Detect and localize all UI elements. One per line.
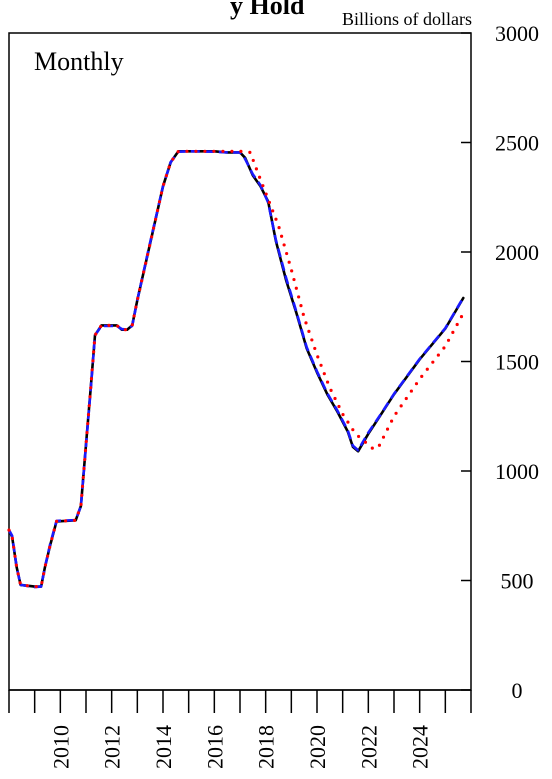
y-axis-unit-label: Billions of dollars — [342, 9, 472, 29]
x-tick-label: 2020 — [305, 725, 330, 769]
y-tick-label: 1500 — [495, 350, 539, 375]
y-tick-label: 2500 — [495, 131, 539, 156]
plot-frame — [8, 32, 472, 691]
y-tick-label: 0 — [512, 678, 523, 703]
x-tick-label: 2012 — [100, 725, 125, 769]
y-tick-label: 500 — [501, 569, 534, 594]
x-tick-label: 2014 — [151, 725, 176, 769]
x-tick-label: 2022 — [356, 725, 381, 769]
x-tick-label: 2024 — [408, 725, 433, 769]
y-tick-label: 2000 — [495, 240, 539, 265]
series-line-solid — [7, 150, 465, 588]
y-tick-label: 3000 — [495, 21, 539, 46]
y-axis-ticks: 0 500 1000 1500 2000 2500 3000 — [461, 21, 539, 703]
series-line-dashed — [7, 150, 465, 589]
y-tick-label: 1000 — [495, 459, 539, 484]
x-tick-label: 2010 — [48, 725, 73, 769]
x-tick-label: 2018 — [254, 725, 279, 769]
series-line-dotted — [7, 149, 465, 589]
chart-title: y Hold — [230, 0, 305, 20]
series-layer — [7, 149, 465, 589]
x-axis-ticks: 2010 2012 2014 2016 2018 2020 2022 2024 — [33, 690, 447, 769]
period-label: Monthly — [34, 47, 124, 76]
x-tick-label: 2016 — [202, 725, 227, 769]
